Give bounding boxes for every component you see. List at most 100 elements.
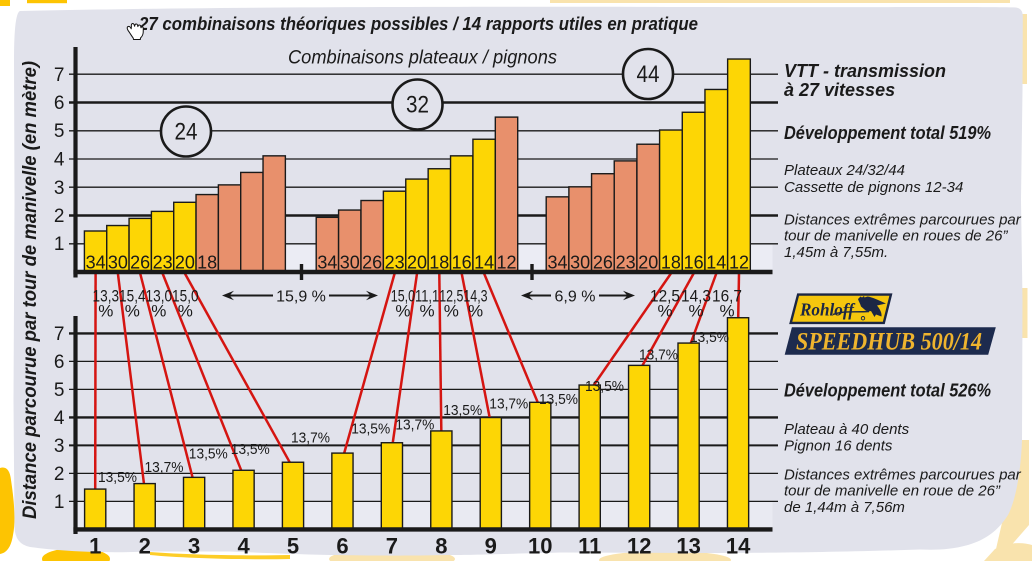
svg-text:%: % [98,302,113,321]
svg-text:26: 26 [593,253,613,273]
svg-text:11: 11 [578,534,601,559]
svg-text:27 combinaisons théoriques pos: 27 combinaisons théoriques possibles / 1… [138,14,698,34]
svg-text:7: 7 [54,324,65,345]
svg-text:15,0: 15,0 [391,287,415,306]
svg-text:13,5%: 13,5% [539,391,578,408]
svg-text:26: 26 [362,253,382,273]
svg-text:VTT - transmission: VTT - transmission [784,61,946,81]
svg-text:34: 34 [86,253,106,273]
svg-text:23: 23 [153,253,173,273]
svg-text:%: % [719,302,734,321]
svg-text:32: 32 [406,92,429,119]
svg-text:16,7: 16,7 [712,287,742,306]
svg-text:30: 30 [108,253,128,273]
svg-text:2: 2 [54,464,65,485]
svg-text:13,0: 13,0 [146,287,173,306]
svg-text:5: 5 [287,534,299,559]
svg-text:13,7%: 13,7% [395,417,434,434]
svg-text:%: % [395,302,410,321]
svg-text:4: 4 [237,534,250,559]
svg-text:15,4: 15,4 [119,287,146,306]
svg-text:Combinaisons plateaux / pignon: Combinaisons plateaux / pignons [288,48,557,69]
svg-text:6,9 %: 6,9 % [555,289,596,306]
svg-text:1,45m à 7,55m.: 1,45m à 7,55m. [784,244,888,261]
svg-text:5: 5 [54,380,65,401]
svg-text:Pignon 16 dents: Pignon 16 dents [784,438,893,455]
svg-text:%: % [125,302,140,321]
svg-text:2: 2 [54,206,65,227]
svg-text:7: 7 [54,65,65,86]
svg-text:Plateau à 40 dents: Plateau à 40 dents [784,421,910,438]
svg-text:de 1,44m à 7,56m: de 1,44m à 7,56m [784,499,905,516]
svg-text:5: 5 [54,121,65,142]
svg-text:1: 1 [89,534,101,559]
svg-text:10: 10 [528,534,552,559]
svg-text:Distances extrêmes parcourues: Distances extrêmes parcourues par [784,212,1022,229]
svg-text:6: 6 [54,93,65,114]
svg-text:14: 14 [474,253,494,273]
svg-text:%: % [468,302,483,321]
svg-text:13,5%: 13,5% [231,441,270,458]
svg-text:13,3: 13,3 [93,287,120,306]
svg-text:30: 30 [570,253,590,273]
svg-text:3: 3 [54,178,65,199]
svg-text:%: % [444,302,459,321]
svg-text:16: 16 [684,253,704,273]
svg-text:%: % [688,302,703,321]
svg-text:12: 12 [627,534,651,559]
svg-text:SPEEDHUB 500/14: SPEEDHUB 500/14 [796,329,982,356]
svg-text:tour de manivelle en roues de: tour de manivelle en roues de 26” [784,228,1008,245]
svg-text:12: 12 [496,253,516,273]
svg-text:26: 26 [130,253,150,273]
svg-text:13,5%: 13,5% [585,378,624,395]
svg-text:14,3: 14,3 [463,287,487,306]
svg-text:Distances extrêmes parcourues: Distances extrêmes parcourues par [784,467,1022,484]
svg-text:12: 12 [729,253,749,273]
svg-text:à 27 vitesses: à 27 vitesses [784,80,895,100]
svg-text:1: 1 [54,234,65,255]
svg-text:13,7%: 13,7% [639,347,678,364]
svg-text:20: 20 [175,253,195,273]
svg-text:13,7%: 13,7% [291,430,330,447]
svg-text:13,5%: 13,5% [189,446,228,463]
svg-text:15,9 %: 15,9 % [276,289,326,306]
svg-text:13,5%: 13,5% [690,329,729,346]
svg-text:3: 3 [54,436,65,457]
svg-text:tour de manivelle en roue de 2: tour de manivelle en roue de 26” [784,483,1001,500]
svg-text:14: 14 [726,534,751,559]
svg-text:6: 6 [54,352,65,373]
svg-text:13,7%: 13,7% [489,396,528,413]
svg-text:Cassette de pignons 12-34: Cassette de pignons 12-34 [784,179,963,196]
svg-text:20: 20 [407,253,427,273]
svg-text:14,3: 14,3 [681,287,711,306]
svg-text:13: 13 [676,534,700,559]
svg-text:18: 18 [197,253,217,273]
svg-text:23: 23 [616,253,636,273]
svg-text:8: 8 [435,534,447,559]
svg-text:%: % [178,302,193,321]
svg-text:Développement total 526%: Développement total 526% [784,381,991,401]
svg-text:14: 14 [706,253,726,273]
svg-text:3: 3 [188,534,200,559]
svg-text:44: 44 [637,61,660,88]
svg-text:20: 20 [638,253,658,273]
svg-text:13,5%: 13,5% [351,420,390,437]
svg-text:7: 7 [386,534,398,559]
svg-text:13,7%: 13,7% [145,459,184,476]
svg-text:Plateaux 24/32/44: Plateaux 24/32/44 [784,162,905,179]
svg-text:2: 2 [139,534,151,559]
svg-text:18: 18 [429,253,449,273]
svg-text:%: % [151,302,166,321]
svg-text:24: 24 [175,119,198,146]
svg-text:12,5: 12,5 [439,287,463,306]
svg-text:6: 6 [336,534,348,559]
svg-text:%: % [657,302,672,321]
svg-text:13,5%: 13,5% [443,402,482,419]
svg-text:18: 18 [661,253,681,273]
svg-text:23: 23 [385,253,405,273]
svg-text:%: % [420,302,435,321]
svg-text:30: 30 [340,253,360,273]
svg-text:34: 34 [547,253,567,273]
svg-text:Rohloff: Rohloff [799,300,856,320]
svg-text:12,5: 12,5 [650,287,680,306]
